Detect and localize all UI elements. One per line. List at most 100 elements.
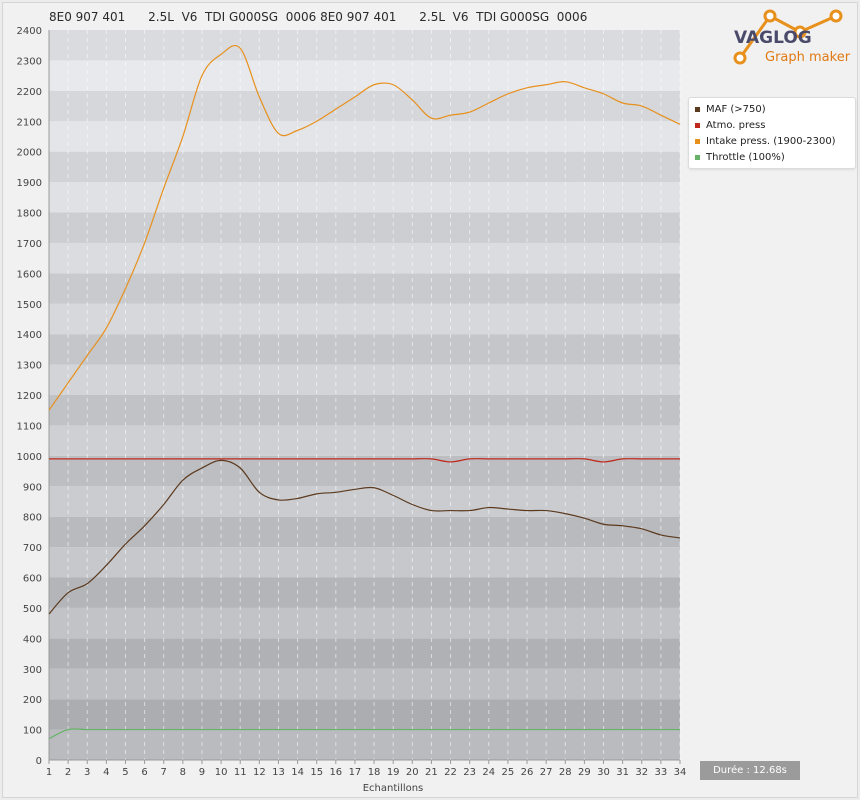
legend-swatch [695, 154, 700, 160]
grid-band [49, 30, 680, 61]
y-tick-label: 1500 [17, 300, 42, 311]
series-line-atmo-press [49, 458, 680, 463]
grid-band [49, 547, 680, 578]
y-tick-label: 400 [23, 634, 42, 645]
y-tick-label: 600 [23, 574, 42, 585]
legend-swatch [695, 138, 700, 144]
grid-band [49, 334, 680, 365]
y-tick-label: 2200 [17, 87, 42, 98]
grid-band [49, 729, 680, 760]
legend-label: MAF (>750) [706, 103, 766, 115]
x-tick-label: 6 [141, 767, 147, 778]
x-tick-label: 13 [272, 767, 285, 778]
x-tick-label: 27 [540, 767, 553, 778]
grid-band [49, 638, 680, 669]
y-tick-label: 1600 [17, 269, 42, 280]
x-tick-label: 11 [234, 767, 247, 778]
vertical-gridlines [67, 30, 681, 760]
x-tick-label: 16 [329, 767, 342, 778]
x-tick-label: 22 [444, 767, 457, 778]
y-tick-label: 2100 [17, 117, 42, 128]
x-tick-label: 4 [103, 767, 109, 778]
series-line-maf-750 [48, 459, 681, 615]
x-tick-label: 15 [310, 767, 323, 778]
x-tick-label: 20 [406, 767, 419, 778]
y-tick-label: 1800 [17, 209, 42, 220]
x-tick-label: 3 [84, 767, 90, 778]
x-tick-label: 29 [578, 767, 591, 778]
grid-band [49, 395, 680, 426]
logo-wordmark: VAGLOG [734, 28, 812, 48]
grid-band [49, 273, 680, 304]
series-line-throttle-100 [48, 728, 680, 740]
background-bands [49, 30, 680, 760]
grid-band [49, 699, 680, 730]
legend-item: Intake press. (1900-2300) [695, 133, 849, 149]
y-tick-label: 1000 [17, 452, 42, 463]
y-tick-label: 300 [23, 665, 42, 676]
y-tick-label: 500 [23, 604, 42, 615]
y-tick-label: 1400 [17, 330, 42, 341]
grid-band [49, 364, 680, 395]
axes [48, 30, 680, 761]
x-tick-label: 31 [616, 767, 629, 778]
y-tick-label: 0 [36, 756, 42, 767]
legend-item: Throttle (100%) [695, 149, 849, 165]
x-tick-label: 1 [46, 767, 52, 778]
grid-band [49, 90, 680, 122]
y-tick-label: 800 [23, 513, 42, 524]
x-tick-label: 14 [291, 767, 304, 778]
x-tick-label: 25 [502, 767, 515, 778]
x-tick-label: 33 [655, 767, 668, 778]
page-title: 8E0 907 401 2.5L V6 TDI G000SG 0006 8E0 … [49, 10, 588, 24]
series-line-intake-press-1900-2300 [48, 44, 681, 411]
duration-badge: Durée : 12.68s [700, 761, 800, 780]
legend-label: Atmo. press [706, 119, 766, 131]
y-tick-label: 700 [23, 543, 42, 554]
x-tick-label: 9 [199, 767, 205, 778]
logo-graph-icon [733, 9, 843, 65]
legend-label: Intake press. (1900-2300) [706, 135, 836, 147]
x-tick-label: 2 [65, 767, 71, 778]
grid-band [49, 242, 680, 274]
grid-band [49, 151, 680, 183]
x-tick-label: 23 [463, 767, 476, 778]
grid-band [49, 455, 680, 487]
grid-band [49, 668, 680, 700]
legend-label: Throttle (100%) [706, 151, 785, 163]
y-tick-label: 200 [23, 695, 42, 706]
grid-band [49, 303, 680, 335]
legend-item: Atmo. press [695, 117, 849, 133]
x-tick-label: 24 [482, 767, 495, 778]
x-tick-label: 5 [122, 767, 128, 778]
x-tick-label: 30 [597, 767, 610, 778]
grid-band [49, 486, 680, 517]
x-tick-label: 18 [368, 767, 381, 778]
y-tick-label: 1900 [17, 178, 42, 189]
x-tick-label: 7 [161, 767, 167, 778]
x-tick-label: 32 [635, 767, 648, 778]
legend-swatch [695, 106, 700, 112]
legend-item: MAF (>750) [695, 101, 849, 117]
y-tick-label: 1300 [17, 361, 42, 372]
grid-band [49, 607, 680, 639]
y-tick-label: 1100 [17, 421, 42, 432]
y-tick-label: 100 [23, 726, 42, 737]
series-lines [48, 44, 681, 740]
grid-band [49, 577, 680, 608]
x-tick-label: 12 [253, 767, 266, 778]
x-tick-label: 19 [387, 767, 400, 778]
vaglog-logo: VAGLOG Graph maker [726, 8, 854, 70]
x-tick-label: 34 [674, 767, 687, 778]
x-tick-label: 21 [425, 767, 438, 778]
y-tick-label: 2000 [17, 148, 42, 159]
x-tick-label: 8 [180, 767, 186, 778]
chart-legend: MAF (>750) Atmo. press Intake press. (1900… [688, 97, 856, 169]
x-tick-labels: 1 2 3 4 5 6 7 8 9 10 11 12 13 14 15 16 17 18 19 20 21 22 23 24 2… [46, 760, 687, 778]
y-tick-labels: 0 100 200 300 400 500 600 700 800 900 1000 1100 1200… [17, 26, 42, 767]
grid-band [49, 516, 680, 548]
logo-tagline: Graph maker [765, 50, 851, 65]
x-tick-label: 17 [349, 767, 362, 778]
grid-band [49, 60, 680, 91]
